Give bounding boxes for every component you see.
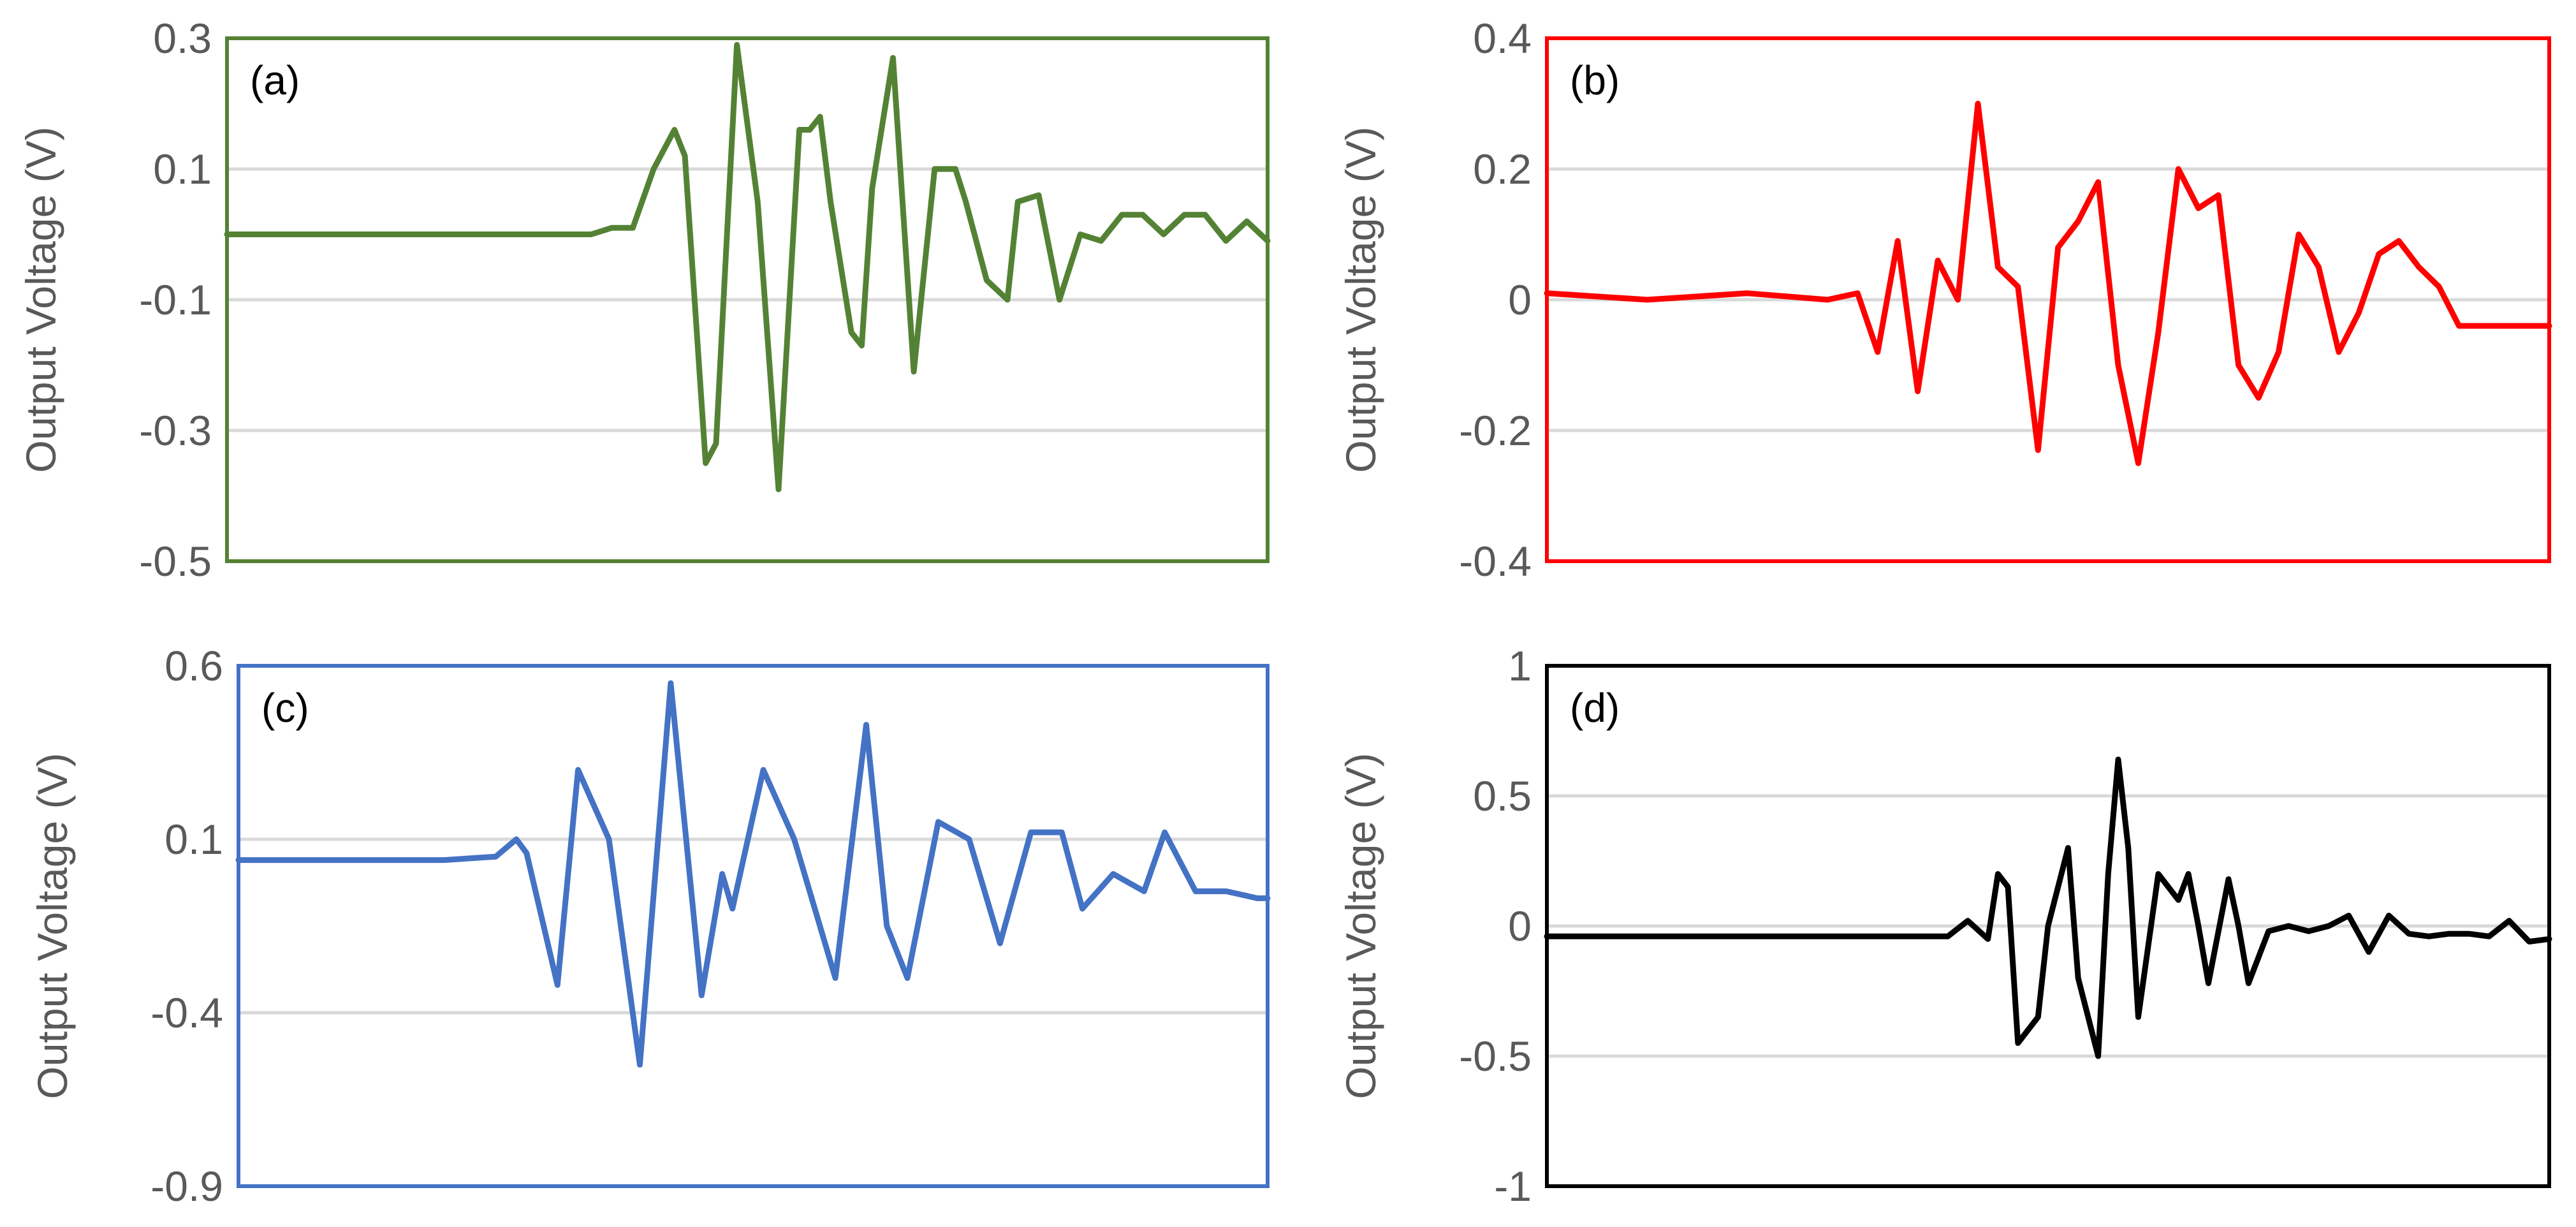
plot-area-frame-b <box>1545 36 2551 563</box>
plot-area-frame-c <box>237 664 1270 1188</box>
chart-panel-a: 0.3 0.1 -0.1 -0.3 -0.5 (a) Output Voltage (V… <box>17 15 1271 585</box>
y-tick-label-b-1: 0.2 <box>1473 145 1532 193</box>
chart-panel-c: 0.6 0.1 -0.4 -0.9 (c) Output Voltage (V) <box>29 642 1271 1210</box>
y-tick-label-c-2: -0.4 <box>150 989 223 1036</box>
y-tick-label-b-0: 0.4 <box>1473 15 1532 62</box>
plot-area-frame-d <box>1545 664 2551 1188</box>
y-tick-label-a-2: -0.1 <box>139 276 212 323</box>
y-tick-label-c-0: 0.6 <box>165 642 223 689</box>
y-tick-label-a-0: 0.3 <box>153 15 212 62</box>
chart-panel-b: 0.4 0.2 0 -0.2 -0.4 (b) Output Voltage (V) <box>1337 15 2552 585</box>
y-axis-title-d: Output Voltage (V) <box>1337 753 1384 1099</box>
panel-label-a: (a) <box>250 57 300 103</box>
y-tick-label-d-0: 1 <box>1508 642 1532 689</box>
panel-label-d: (d) <box>1570 685 1620 731</box>
y-tick-label-c-1: 0.1 <box>165 816 223 863</box>
y-axis-title-a: Output Voltage (V) <box>17 127 64 473</box>
y-axis-title-c: Output Voltage (V) <box>29 753 76 1099</box>
panel-label-c: (c) <box>261 685 309 731</box>
voltage-trace-a <box>224 41 1271 492</box>
y-tick-label-a-1: 0.1 <box>153 145 212 193</box>
panel-label-b: (b) <box>1570 57 1620 103</box>
y-axis-title-b: Output Voltage (V) <box>1337 127 1384 473</box>
voltage-trace-d <box>1544 756 2552 1059</box>
plot-area-frame-a <box>225 36 1270 563</box>
chart-panel-d: 1 0.5 0 -0.5 -1 (d) Output Voltage (V) <box>1337 642 2552 1210</box>
y-tick-label-a-4: -0.5 <box>139 538 212 585</box>
y-tick-label-b-2: 0 <box>1508 276 1532 323</box>
y-tick-label-b-3: -0.2 <box>1459 407 1532 454</box>
y-tick-label-a-3: -0.3 <box>139 407 212 454</box>
y-tick-label-b-4: -0.4 <box>1459 538 1532 585</box>
voltage-trace-b <box>1544 101 2552 466</box>
y-tick-label-d-4: -1 <box>1494 1163 1532 1210</box>
y-tick-label-d-3: -0.5 <box>1459 1032 1532 1080</box>
y-tick-label-d-2: 0 <box>1508 902 1532 950</box>
y-tick-label-c-3: -0.9 <box>150 1163 223 1210</box>
y-tick-label-d-1: 0.5 <box>1473 772 1532 819</box>
voltage-trace-c <box>235 680 1271 1068</box>
